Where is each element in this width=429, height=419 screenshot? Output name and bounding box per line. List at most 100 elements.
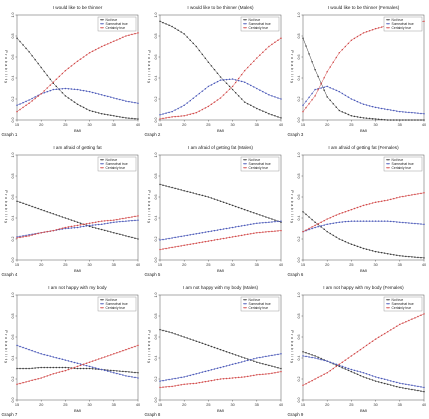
data-point xyxy=(225,227,228,230)
data-point xyxy=(308,53,310,55)
data-point xyxy=(216,238,219,241)
data-point xyxy=(240,225,243,227)
data-point xyxy=(371,379,374,381)
data-point xyxy=(420,223,422,225)
series-somewhat-true xyxy=(16,344,139,379)
data-point xyxy=(91,226,94,228)
legend-label: Certainly true xyxy=(249,26,269,30)
data-point xyxy=(204,107,207,109)
data-point xyxy=(116,115,118,118)
data-point xyxy=(311,354,313,356)
y-tick-label: 0.4 xyxy=(11,216,15,221)
graph-caption: Graph 1 xyxy=(2,132,18,137)
data-point xyxy=(408,255,410,258)
x-tick-label: 25 xyxy=(63,263,67,267)
data-point xyxy=(22,381,24,384)
data-point xyxy=(58,215,61,217)
data-point xyxy=(125,375,127,377)
data-point xyxy=(359,102,362,104)
data-point xyxy=(207,380,210,382)
series-somewhat-true xyxy=(159,220,282,241)
data-point xyxy=(219,200,222,202)
data-point xyxy=(110,371,112,373)
data-point xyxy=(125,220,127,222)
data-point xyxy=(91,91,94,94)
data-point xyxy=(134,101,136,104)
data-point xyxy=(189,99,191,102)
data-point xyxy=(356,100,359,103)
data-point xyxy=(119,373,121,376)
y-tick-label: 1.0 xyxy=(154,293,158,298)
data-point xyxy=(207,369,210,372)
data-point xyxy=(183,115,185,117)
data-point xyxy=(359,205,362,208)
data-point xyxy=(46,87,48,89)
legend-label: Not true xyxy=(106,298,118,302)
data-point xyxy=(399,382,401,384)
data-point xyxy=(37,232,39,235)
data-point xyxy=(402,322,404,324)
data-point xyxy=(116,39,118,41)
x-axis-label: BMI xyxy=(74,268,81,273)
x-tick-label: 25 xyxy=(206,403,210,407)
data-point xyxy=(393,220,395,223)
data-point xyxy=(61,358,64,361)
data-point xyxy=(274,371,276,374)
data-point xyxy=(198,372,201,374)
y-tick-label: 0.2 xyxy=(154,237,158,242)
plot-frame xyxy=(159,294,282,401)
data-point xyxy=(43,366,45,369)
data-point xyxy=(405,255,407,258)
data-point xyxy=(174,236,176,239)
data-point xyxy=(302,37,304,39)
data-point xyxy=(168,24,170,26)
data-point xyxy=(37,95,39,97)
data-point xyxy=(359,116,362,119)
series-certainly-true xyxy=(159,37,282,120)
data-point xyxy=(396,119,398,121)
data-point xyxy=(201,53,204,56)
data-point xyxy=(420,112,422,115)
x-tick-label: 40 xyxy=(136,263,140,267)
data-point xyxy=(107,230,109,232)
data-point xyxy=(240,73,243,76)
chart-title: I would like to be thinner (Males) xyxy=(187,5,254,10)
data-point xyxy=(408,119,410,121)
data-point xyxy=(219,76,222,78)
data-point xyxy=(204,195,207,197)
data-point xyxy=(204,343,207,346)
data-point xyxy=(134,215,136,218)
data-point xyxy=(174,187,176,190)
series-not-true xyxy=(302,210,425,259)
graph-caption: Graph 4 xyxy=(2,272,18,277)
data-point xyxy=(402,119,404,121)
data-point xyxy=(79,89,82,91)
data-point xyxy=(335,363,338,366)
data-point xyxy=(341,239,344,242)
data-point xyxy=(159,118,161,120)
data-point xyxy=(37,366,39,369)
data-point xyxy=(323,373,325,376)
data-point xyxy=(250,358,252,361)
data-point xyxy=(237,79,240,82)
legend-box xyxy=(240,16,280,32)
data-point xyxy=(302,355,304,357)
data-point xyxy=(204,240,207,243)
data-point xyxy=(137,238,139,240)
data-point xyxy=(350,39,353,41)
data-point xyxy=(46,366,48,369)
data-point xyxy=(280,353,282,355)
data-point xyxy=(371,117,374,120)
data-point xyxy=(40,366,42,369)
data-point xyxy=(368,30,371,32)
y-tick-label: 0.0 xyxy=(154,258,158,263)
x-tick-label: 25 xyxy=(206,123,210,127)
data-point xyxy=(131,219,133,222)
data-point xyxy=(64,227,67,230)
data-point xyxy=(231,226,234,229)
data-point xyxy=(377,220,380,222)
data-point xyxy=(347,357,350,359)
data-point xyxy=(414,317,416,319)
data-point xyxy=(55,214,58,216)
